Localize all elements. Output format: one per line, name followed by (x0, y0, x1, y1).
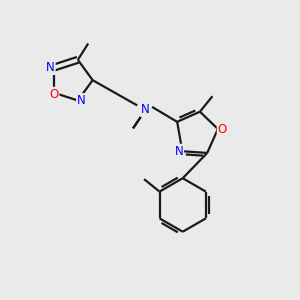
Text: O: O (218, 122, 227, 136)
Text: N: N (141, 103, 150, 116)
Text: N: N (46, 61, 55, 74)
Text: N: N (77, 94, 86, 107)
Text: O: O (49, 88, 58, 101)
Text: N: N (174, 145, 183, 158)
